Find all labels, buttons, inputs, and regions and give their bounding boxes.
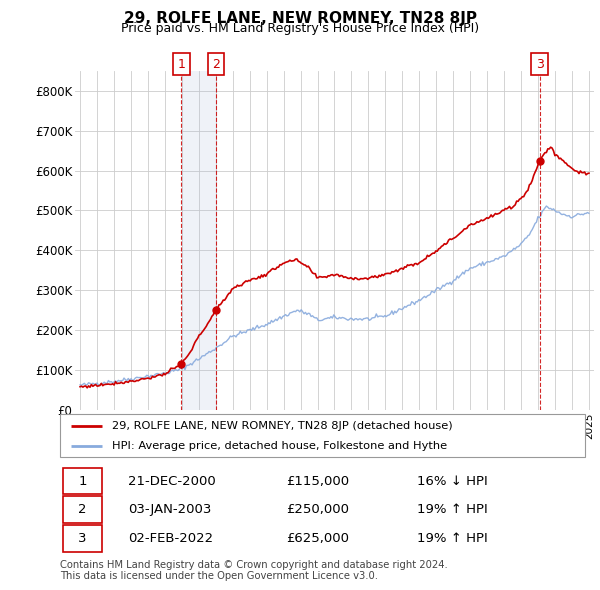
FancyBboxPatch shape bbox=[62, 525, 102, 552]
Text: HPI: Average price, detached house, Folkestone and Hythe: HPI: Average price, detached house, Folk… bbox=[113, 441, 448, 451]
Text: 3: 3 bbox=[536, 58, 544, 71]
Text: 1: 1 bbox=[78, 474, 86, 487]
FancyBboxPatch shape bbox=[60, 414, 585, 457]
Text: 19% ↑ HPI: 19% ↑ HPI bbox=[417, 532, 488, 545]
Text: 19% ↑ HPI: 19% ↑ HPI bbox=[417, 503, 488, 516]
Text: £250,000: £250,000 bbox=[286, 503, 349, 516]
Text: 3: 3 bbox=[78, 532, 86, 545]
Text: Contains HM Land Registry data © Crown copyright and database right 2024.: Contains HM Land Registry data © Crown c… bbox=[60, 560, 448, 571]
Text: 29, ROLFE LANE, NEW ROMNEY, TN28 8JP (detached house): 29, ROLFE LANE, NEW ROMNEY, TN28 8JP (de… bbox=[113, 421, 453, 431]
FancyBboxPatch shape bbox=[62, 496, 102, 523]
Text: 2: 2 bbox=[212, 58, 220, 71]
Text: £625,000: £625,000 bbox=[286, 532, 349, 545]
FancyBboxPatch shape bbox=[62, 468, 102, 494]
Text: This data is licensed under the Open Government Licence v3.0.: This data is licensed under the Open Gov… bbox=[60, 571, 378, 581]
Text: 1: 1 bbox=[178, 58, 185, 71]
Text: 21-DEC-2000: 21-DEC-2000 bbox=[128, 474, 216, 487]
Text: 03-JAN-2003: 03-JAN-2003 bbox=[128, 503, 212, 516]
Bar bbox=[182, 71, 217, 410]
Text: 16% ↓ HPI: 16% ↓ HPI bbox=[417, 474, 488, 487]
Text: Price paid vs. HM Land Registry's House Price Index (HPI): Price paid vs. HM Land Registry's House … bbox=[121, 22, 479, 35]
Text: 2: 2 bbox=[78, 503, 86, 516]
Text: £115,000: £115,000 bbox=[286, 474, 349, 487]
Text: 02-FEB-2022: 02-FEB-2022 bbox=[128, 532, 214, 545]
Text: 29, ROLFE LANE, NEW ROMNEY, TN28 8JP: 29, ROLFE LANE, NEW ROMNEY, TN28 8JP bbox=[124, 11, 476, 25]
